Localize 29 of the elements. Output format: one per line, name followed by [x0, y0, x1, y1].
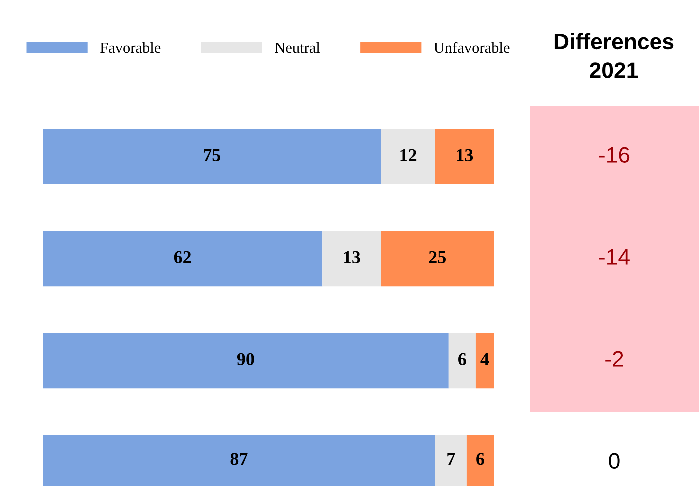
legend-label: Favorable — [100, 42, 161, 54]
data-label: 13 — [344, 251, 360, 264]
bar — [381, 129, 436, 185]
bar — [476, 333, 494, 389]
bar — [43, 231, 323, 287]
bar — [43, 129, 382, 185]
bar — [43, 333, 449, 389]
text: -16 — [599, 147, 630, 163]
data-label: 13 — [457, 149, 474, 162]
data-label: 87 — [230, 453, 248, 466]
text: -14 — [599, 249, 630, 265]
text: -2 — [606, 351, 624, 367]
data-label: 12 — [400, 149, 417, 162]
data-label: 6 — [458, 353, 466, 366]
bar — [435, 129, 494, 185]
data-label: 7 — [448, 453, 456, 466]
data-label: 25 — [429, 251, 446, 264]
bar — [448, 333, 476, 389]
bar — [381, 231, 494, 287]
bar — [322, 231, 382, 287]
text: Differences 2021 — [554, 33, 674, 78]
data-label: 62 — [174, 251, 192, 264]
data-label: 4 — [480, 353, 490, 366]
data-label: 75 — [204, 150, 220, 162]
data-label: 90 — [237, 353, 254, 366]
data-label: 6 — [476, 453, 484, 466]
legend-label: Unfavorable — [434, 42, 510, 54]
legend-label: Neutral — [275, 42, 320, 54]
text: 0 — [609, 453, 620, 470]
